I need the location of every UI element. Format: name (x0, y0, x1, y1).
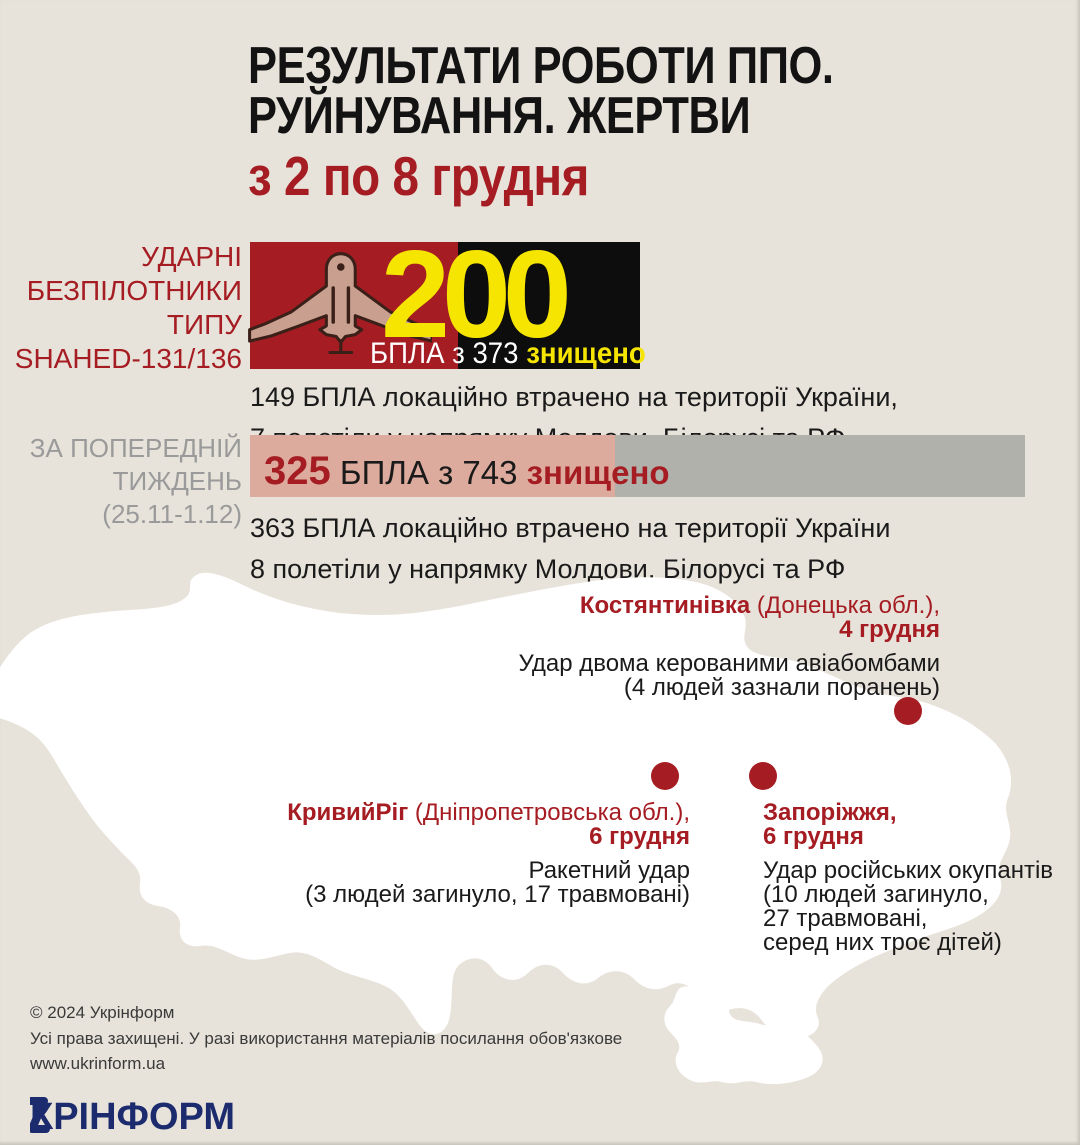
svg-text:КРІНФОРМ: КРІНФОРМ (30, 1096, 235, 1138)
